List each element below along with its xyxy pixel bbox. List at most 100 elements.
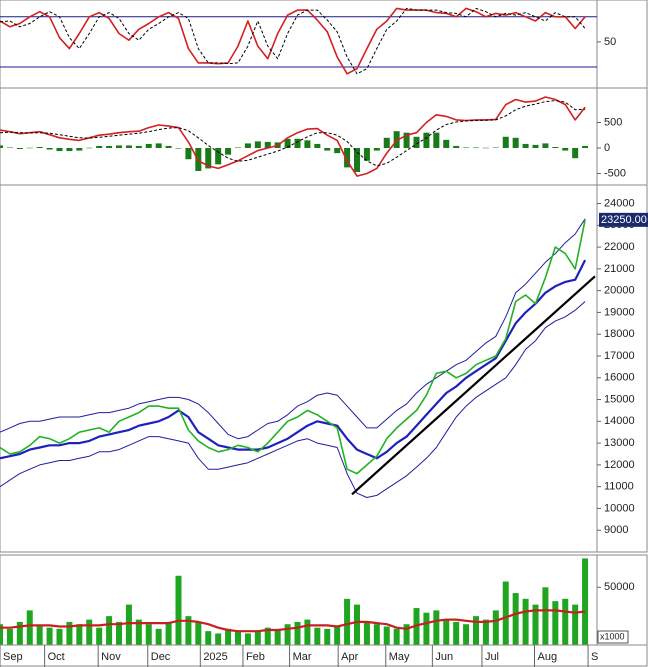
bar bbox=[314, 627, 321, 645]
y-tick-label: 19000 bbox=[604, 306, 635, 318]
bar bbox=[552, 601, 559, 645]
bar bbox=[76, 148, 83, 151]
bar bbox=[304, 140, 311, 149]
series-line bbox=[0, 301, 586, 498]
bar bbox=[542, 587, 549, 645]
x-tick-label: Apr bbox=[341, 651, 358, 663]
y-tick-label: 24000 bbox=[604, 197, 635, 209]
bar bbox=[284, 624, 291, 645]
bar bbox=[383, 137, 390, 149]
bar bbox=[502, 136, 509, 149]
bar bbox=[324, 628, 331, 645]
bar bbox=[215, 633, 222, 645]
bar bbox=[26, 610, 33, 645]
bar bbox=[254, 141, 261, 149]
bar bbox=[175, 148, 182, 149]
bar bbox=[562, 598, 569, 645]
y-tick-label: 50 bbox=[604, 36, 616, 48]
bar bbox=[512, 137, 519, 149]
y-tick-label: 18000 bbox=[604, 328, 635, 340]
bar bbox=[254, 631, 261, 645]
bar bbox=[502, 581, 509, 645]
unit-box bbox=[597, 630, 629, 644]
bar bbox=[373, 148, 380, 151]
bar bbox=[225, 148, 232, 155]
series-line bbox=[0, 609, 586, 633]
series-line bbox=[0, 7, 586, 75]
bar bbox=[512, 593, 519, 645]
x-tick-label: Dec bbox=[151, 651, 171, 663]
x-tick-label: Aug bbox=[538, 651, 558, 663]
x-tick-label: Jun bbox=[435, 651, 453, 663]
bar bbox=[215, 148, 222, 165]
bar bbox=[235, 631, 241, 645]
bar bbox=[413, 136, 420, 149]
panel-frame bbox=[0, 184, 648, 553]
bar bbox=[433, 610, 440, 645]
bar bbox=[125, 604, 132, 645]
y-tick-label: -500 bbox=[604, 167, 626, 179]
bar bbox=[244, 633, 251, 645]
series-line bbox=[0, 100, 586, 167]
bar bbox=[225, 628, 232, 645]
bar bbox=[572, 604, 579, 645]
bar bbox=[334, 148, 341, 154]
bar bbox=[383, 626, 390, 645]
bar bbox=[86, 147, 93, 149]
last-price-box bbox=[599, 212, 648, 227]
y-tick-label: 13000 bbox=[604, 437, 635, 449]
bar bbox=[294, 138, 301, 149]
bar bbox=[6, 628, 13, 645]
bar bbox=[155, 143, 162, 149]
x-tick-label: Sep bbox=[3, 651, 23, 663]
bar bbox=[403, 624, 410, 645]
bar bbox=[482, 619, 489, 645]
bar bbox=[264, 141, 271, 149]
bar bbox=[264, 627, 271, 645]
bar bbox=[116, 621, 122, 645]
bar bbox=[274, 630, 281, 645]
bar bbox=[562, 148, 569, 151]
bar bbox=[244, 143, 251, 149]
bar bbox=[185, 616, 192, 645]
x-tick-label: 2025 bbox=[203, 651, 227, 663]
bar bbox=[66, 148, 73, 152]
series-line bbox=[0, 7, 586, 75]
bar bbox=[354, 148, 360, 172]
bar bbox=[76, 624, 83, 645]
bar bbox=[324, 148, 331, 151]
series-line bbox=[0, 219, 586, 475]
y-tick-label: 12000 bbox=[604, 459, 635, 471]
y-tick-label: 500 bbox=[604, 116, 622, 128]
bar bbox=[205, 148, 212, 169]
bar bbox=[116, 145, 122, 149]
bar bbox=[66, 621, 73, 645]
bar bbox=[582, 558, 589, 645]
y-tick-label: 50000 bbox=[604, 581, 635, 593]
bar bbox=[145, 624, 152, 645]
bar bbox=[175, 575, 182, 645]
bar bbox=[294, 621, 301, 645]
bar bbox=[314, 143, 321, 149]
bar bbox=[145, 143, 152, 149]
bar bbox=[393, 628, 400, 645]
bar bbox=[185, 148, 192, 160]
bar bbox=[572, 148, 579, 159]
bar bbox=[96, 145, 103, 149]
y-tick-label: 11000 bbox=[604, 481, 634, 493]
bar bbox=[473, 616, 479, 645]
bar bbox=[56, 628, 63, 645]
x-axis-strip bbox=[0, 644, 648, 667]
bar bbox=[363, 621, 370, 645]
bar bbox=[443, 619, 450, 645]
y-tick-label: 16000 bbox=[604, 372, 635, 384]
bar bbox=[235, 147, 241, 149]
y-tick-label: 21000 bbox=[604, 263, 635, 275]
bar bbox=[453, 621, 460, 645]
bar bbox=[492, 610, 499, 645]
bar bbox=[46, 148, 53, 150]
bar bbox=[433, 132, 440, 149]
x-tick-label: Oct bbox=[48, 651, 65, 663]
y-tick-label: 15000 bbox=[604, 393, 635, 405]
bar bbox=[344, 598, 351, 645]
